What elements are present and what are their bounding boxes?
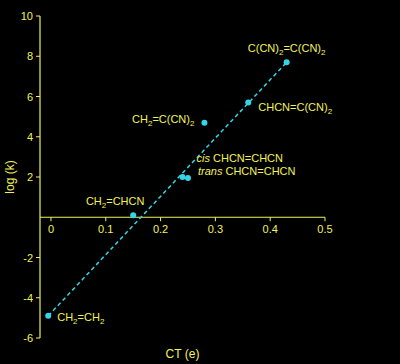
chart-container: -6 -4 -2 2 4 6 8 10 0 0.1 0.2 0.3 0.4 0.5 CT (e) log (k… [0,0,400,364]
x-tick-label: 0 [48,223,54,235]
point-label: CHCN=C(CN)2 [258,101,332,116]
y-tick [36,136,40,137]
y-tick [36,338,40,339]
x-tick-label: 0.4 [263,223,278,235]
x-tick [325,217,326,221]
y-tick [36,56,40,57]
x-tick [160,217,161,221]
x-tick-label: 0.3 [208,223,223,235]
background [0,0,400,364]
data-point [180,174,186,180]
point-label: cis CHCN=CHCN [197,152,284,164]
y-tick [36,16,40,17]
marks [45,59,289,319]
data-point [185,175,191,181]
point-labels: CH2=CH2 CH2=CHCN cis CHCN=CHCNtrans CHCN=C… [57,42,332,326]
data-point [201,120,207,126]
y-tick-label: -6 [23,332,33,344]
x-tick-label: 0.5 [317,223,332,235]
fit-line [48,62,286,316]
y-tick [36,297,40,298]
y-tick-label: 8 [27,50,33,62]
y-tick-label: -2 [23,252,33,264]
y-tick-label: 6 [27,91,33,103]
x-axis-label: CT (e) [166,347,200,361]
x-tick [215,217,216,221]
chart-svg: -6 -4 -2 2 4 6 8 10 0 0.1 0.2 0.3 0.4 0.5 CT (e) log (k… [0,0,400,364]
x-axis [40,217,325,218]
point-label: CH2=C(CN)2 [132,113,195,128]
point-label: CH2=CH2 [57,311,105,326]
y-tick [36,177,40,178]
point-label: C(CN)2=C(CN)2 [248,42,326,57]
point-label: CH2=CHCN [86,195,145,210]
y-tick-label: 2 [27,171,33,183]
y-tick-label: 4 [27,131,33,143]
y-axis-label: log (k) [3,160,17,193]
x-tick [105,217,106,221]
x-tick [50,217,51,221]
y-tick [36,257,40,258]
x-tick-label: 0.1 [98,223,113,235]
point-label: trans CHCN=CHCN [198,165,296,177]
y-tick-label: 10 [21,10,33,22]
x-tick-label: 0.2 [153,223,168,235]
y-tick-label: -4 [23,292,33,304]
data-point [130,212,136,218]
y-tick [36,96,40,97]
x-tick [270,217,271,221]
